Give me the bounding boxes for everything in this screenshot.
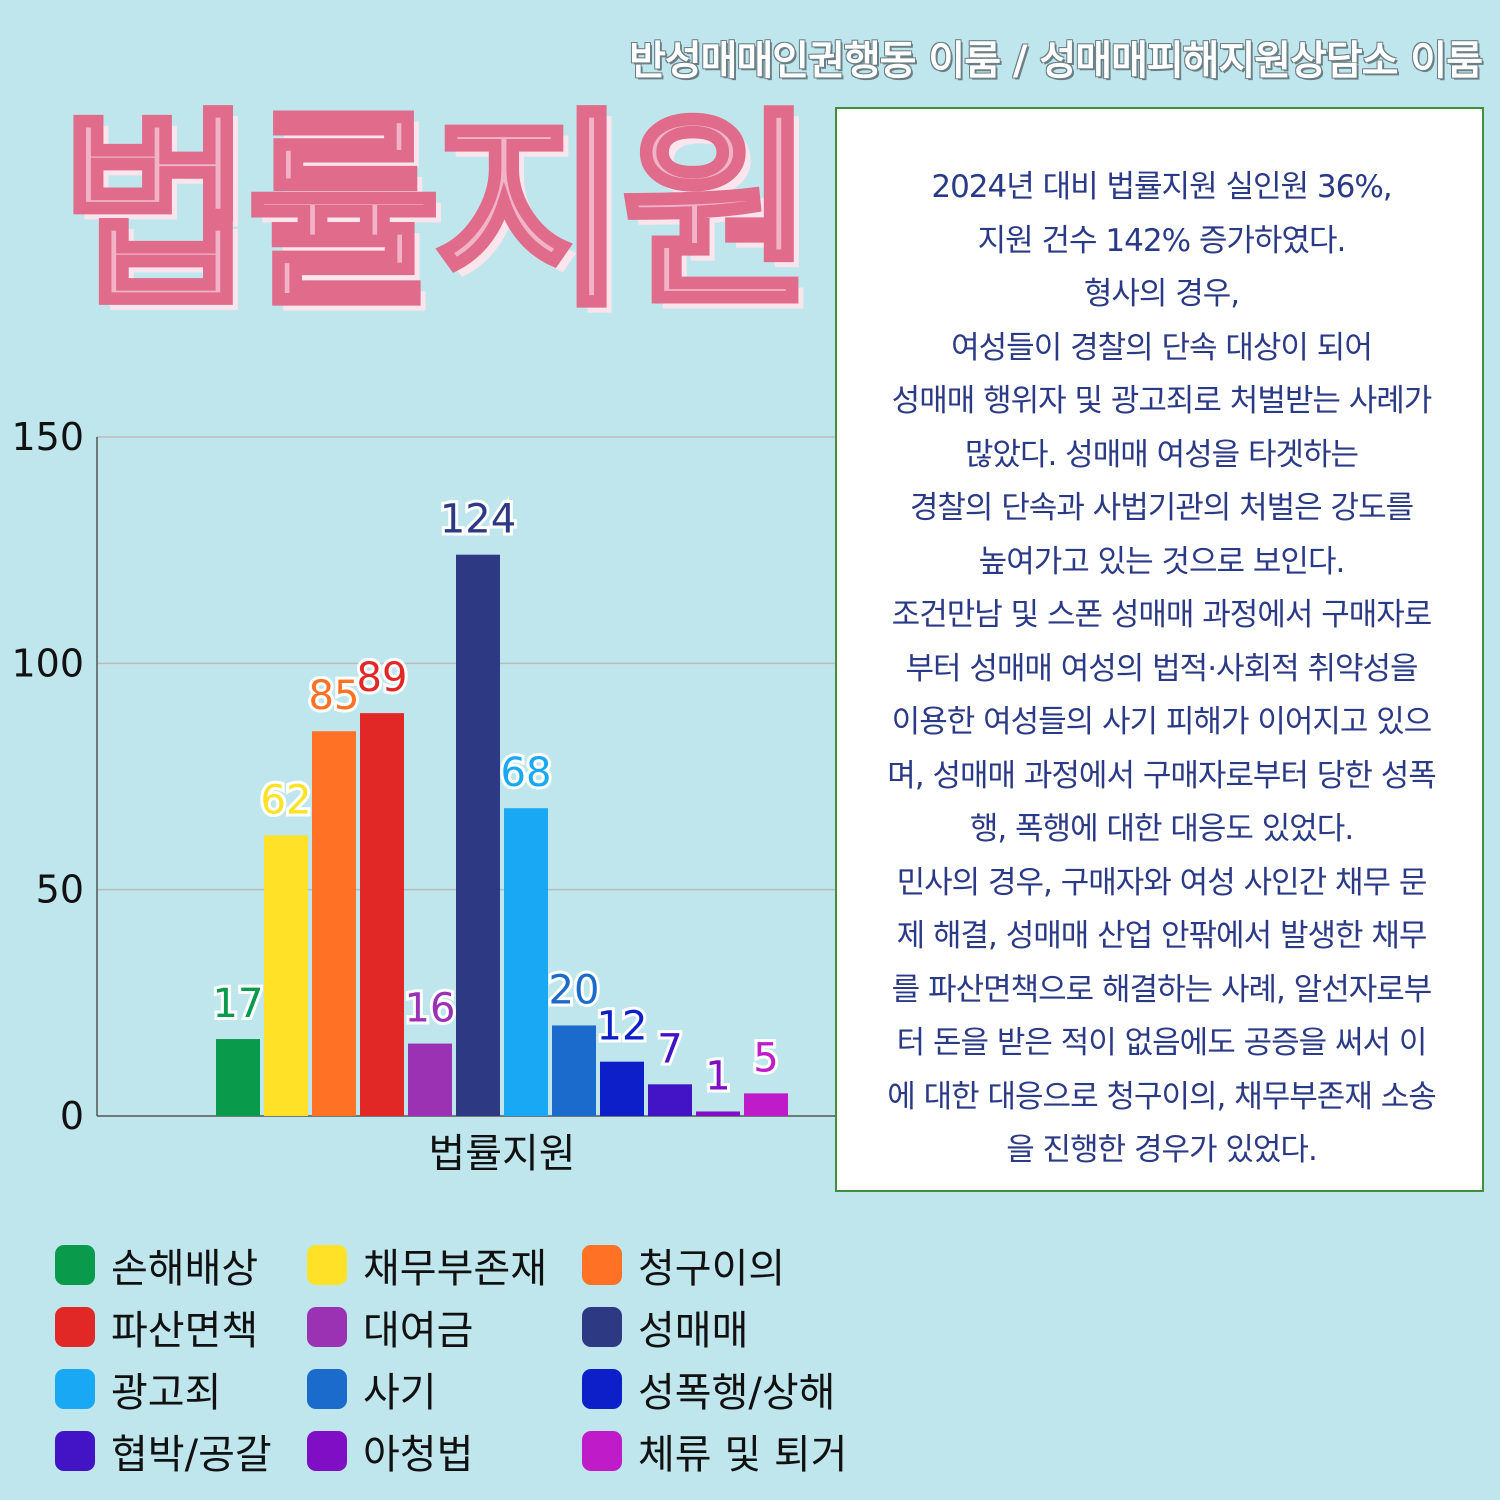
legend-item: 협박/공갈 xyxy=(55,1426,272,1478)
data-label: 62 xyxy=(261,777,312,823)
description-line: 을 진행한 경우가 있었다. xyxy=(1006,1132,1318,1168)
description-line: 경찰의 단속과 사법기관의 처벌은 강도를 xyxy=(909,490,1414,526)
legend-swatch xyxy=(307,1431,347,1471)
description-line: 터 돈을 받은 적이 없음에도 공증을 써서 이 xyxy=(896,1025,1428,1061)
description-line: 며, 성매매 과정에서 구매자로부터 당한 성폭 xyxy=(887,757,1436,794)
description-line: 지원 건수 142% 증가하였다. xyxy=(977,222,1347,259)
bar xyxy=(552,1025,596,1116)
y-tick-label: 0 xyxy=(60,1094,84,1138)
legend-label: 대여금 xyxy=(363,1308,474,1354)
legend-label: 파산면책 xyxy=(111,1308,259,1354)
bar xyxy=(264,835,308,1116)
legend-swatch xyxy=(582,1307,622,1347)
legend-item: 사기 xyxy=(307,1364,437,1416)
legend-swatch xyxy=(582,1431,622,1471)
legend-label: 손해배상 xyxy=(111,1246,259,1292)
description-box: 2024년 대비 법률지원 실인원 36%, 지원 건수 142% 증가하였다. 형… xyxy=(835,107,1484,1192)
description-text: 2024년 대비 법률지원 실인원 36%, 지원 건수 142% 증가하였다. 형… xyxy=(847,161,1476,1178)
data-label: 20 xyxy=(549,967,600,1013)
description-line: 민사의 경우, 구매자와 여성 사인간 채무 문 xyxy=(896,864,1428,901)
legend-swatch xyxy=(307,1245,347,1285)
legend-label: 성폭행/상해 xyxy=(638,1370,836,1416)
bar xyxy=(648,1084,692,1116)
description-line: 를 파산면책으로 해결하는 사례, 알선자로부 xyxy=(891,971,1433,1008)
bar xyxy=(744,1093,788,1116)
bar xyxy=(312,731,356,1116)
description-line: 에 대한 대응으로 청구이의, 채무부존재 소송 xyxy=(887,1078,1436,1115)
data-label: 16 xyxy=(405,986,456,1032)
legend-item: 파산면책 xyxy=(55,1302,258,1354)
bar xyxy=(216,1039,260,1116)
legend-swatch xyxy=(55,1307,95,1347)
legend-item: 체류 및 퇴거 xyxy=(582,1426,847,1478)
data-label: 89 xyxy=(357,655,408,701)
data-label: 85 xyxy=(309,673,360,719)
description-line: 제 해결, 성매매 산업 안팎에서 발생한 채무 xyxy=(896,918,1428,954)
legend-swatch xyxy=(582,1245,622,1285)
data-label: 1 xyxy=(705,1053,730,1099)
legend-swatch xyxy=(55,1431,95,1471)
legend-item: 청구이의 xyxy=(582,1240,785,1292)
bar xyxy=(408,1043,452,1116)
legend-item: 광고죄 xyxy=(55,1364,221,1416)
legend-label: 체류 및 퇴거 xyxy=(638,1432,848,1478)
legend-swatch xyxy=(55,1245,95,1285)
description-line: 부터 성매매 여성의 법적·사회적 취약성을 xyxy=(905,650,1418,687)
legend-label: 성매매 xyxy=(638,1308,749,1354)
description-line: 행, 폭행에 대한 대응도 있었다. xyxy=(969,811,1354,847)
x-category-label: 법률지원 xyxy=(428,1131,575,1177)
legend-label: 광고죄 xyxy=(111,1370,222,1416)
y-tick-label: 100 xyxy=(11,641,84,685)
bar xyxy=(456,554,500,1116)
description-line: 조건만남 및 스폰 성매매 과정에서 구매자로 xyxy=(891,597,1433,633)
legend-item: 손해배상 xyxy=(55,1240,258,1292)
bar xyxy=(360,713,404,1116)
organization-name: 반성매매인권행동 이룸 / 성매매피해지원상담소 이룸 xyxy=(629,38,1483,84)
data-label: 68 xyxy=(501,750,552,796)
data-label: 17 xyxy=(213,981,264,1027)
legend-item: 성매매 xyxy=(582,1302,748,1354)
description-line: 이용한 여성들의 사기 피해가 이어지고 있으 xyxy=(891,704,1433,740)
y-tick-label: 50 xyxy=(36,868,84,912)
bar xyxy=(696,1111,740,1116)
description-line: 성매매 행위자 및 광고죄로 처벌받는 사례가 xyxy=(891,383,1433,419)
bar xyxy=(600,1061,644,1116)
data-label: 12 xyxy=(597,1004,648,1050)
legend-swatch xyxy=(307,1369,347,1409)
description-line: 높여가고 있는 것으로 보인다. xyxy=(978,543,1346,580)
legend-label: 사기 xyxy=(363,1370,437,1416)
legend-item: 아청법 xyxy=(307,1426,473,1478)
data-label: 5 xyxy=(753,1035,778,1081)
legend-swatch xyxy=(55,1369,95,1409)
data-label: 124 xyxy=(440,497,516,543)
legend-item: 대여금 xyxy=(307,1302,473,1354)
description-line: 형사의 경우, xyxy=(1083,276,1240,312)
legend-label: 협박/공갈 xyxy=(111,1432,272,1478)
legend-item: 성폭행/상해 xyxy=(582,1364,835,1416)
legend-label: 청구이의 xyxy=(638,1246,786,1292)
bar xyxy=(504,808,548,1116)
legend-swatch xyxy=(582,1369,622,1409)
legend-item: 채무부존재 xyxy=(307,1240,547,1292)
description-line: 2024년 대비 법률지원 실인원 36%, xyxy=(931,169,1392,205)
legend-swatch xyxy=(307,1307,347,1347)
legend-label: 아청법 xyxy=(363,1432,474,1478)
description-line: 여성들이 경찰의 단속 대상이 되어 xyxy=(951,329,1373,366)
page-title: 법률지원 xyxy=(57,90,818,335)
y-tick-label: 150 xyxy=(11,415,84,459)
legend-label: 채무부존재 xyxy=(363,1246,547,1292)
data-label: 7 xyxy=(657,1026,682,1072)
description-line: 많았다. 성매매 여성을 타겟하는 xyxy=(964,436,1359,473)
